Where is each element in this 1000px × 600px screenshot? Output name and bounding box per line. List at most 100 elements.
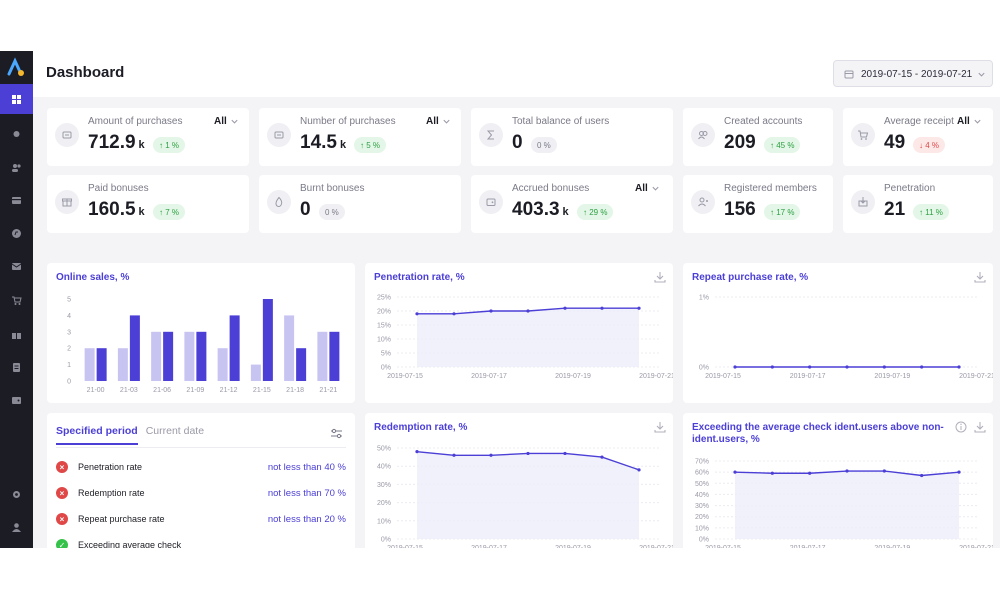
- data-point[interactable]: [733, 365, 737, 369]
- data-point[interactable]: [452, 312, 456, 316]
- bar[interactable]: [229, 315, 240, 381]
- data-point[interactable]: [563, 306, 567, 310]
- data-point[interactable]: [882, 469, 886, 473]
- data-point[interactable]: [882, 365, 886, 369]
- bar[interactable]: [151, 331, 162, 381]
- trend-badge: ↑ 1 %: [153, 137, 186, 153]
- sidebar-item-users[interactable]: [0, 152, 33, 182]
- download-icon[interactable]: [654, 421, 666, 433]
- period-select[interactable]: All: [214, 116, 239, 127]
- bar[interactable]: [163, 331, 174, 381]
- data-point[interactable]: [845, 469, 849, 473]
- bar[interactable]: [262, 299, 273, 381]
- data-point[interactable]: [600, 306, 604, 310]
- sidebar-item-compass[interactable]: [0, 218, 33, 248]
- tab-current-date[interactable]: Current date: [145, 425, 205, 437]
- sidebar-item-card[interactable]: [0, 185, 33, 215]
- period-select[interactable]: All: [426, 116, 451, 127]
- bar[interactable]: [317, 331, 328, 381]
- series-area: [417, 451, 639, 539]
- data-point[interactable]: [920, 365, 924, 369]
- kpi-number: 209: [724, 132, 756, 153]
- data-point[interactable]: [415, 312, 419, 316]
- kpi-icon-circle: [55, 190, 79, 214]
- data-point[interactable]: [600, 455, 604, 459]
- repeat-purchase-chart: 0% 1% 2019-07-15 2019-07-17 2019-07-19 2019-0…: [699, 295, 993, 381]
- data-point[interactable]: [770, 365, 774, 369]
- sidebar-item-wallet[interactable]: [0, 385, 33, 415]
- panel-title: Penetration rate, %: [374, 272, 465, 283]
- bar[interactable]: [250, 364, 261, 381]
- y-tick-label: 20%: [377, 309, 391, 316]
- condition-row: ✓ Exceeding average check: [56, 535, 346, 548]
- calendar-icon: [844, 70, 854, 79]
- period-select[interactable]: All: [957, 116, 982, 127]
- download-icon[interactable]: [974, 421, 986, 433]
- kpi-card-registered-members: Registered members 156 ↑ 17 %: [683, 175, 833, 233]
- data-point[interactable]: [733, 470, 737, 474]
- wallet-icon: [12, 396, 21, 404]
- bar[interactable]: [284, 315, 295, 381]
- bar[interactable]: [296, 348, 307, 381]
- online-sales-panel: Online sales, % 0 1 2 3 4 5 21-00 21-03 21-06 21-…: [47, 263, 355, 403]
- layout-grid-icon: [12, 94, 21, 104]
- sidebar-item-gift[interactable]: [0, 319, 33, 349]
- penetration-rate-panel: Penetration rate, % 0% 5% 10% 15% 20% 25% 2019…: [365, 263, 673, 403]
- data-point[interactable]: [489, 309, 493, 313]
- data-point[interactable]: [563, 451, 567, 456]
- sidebar-item-cart[interactable]: [0, 285, 33, 315]
- bar[interactable]: [196, 331, 207, 381]
- x-tick-label: 21-18: [286, 387, 304, 394]
- data-point[interactable]: [489, 453, 493, 457]
- receipt-icon: [274, 131, 284, 139]
- card-icon: [12, 196, 21, 204]
- info-icon[interactable]: [955, 421, 967, 433]
- data-point[interactable]: [808, 365, 812, 369]
- bar[interactable]: [117, 348, 128, 381]
- data-point[interactable]: [452, 453, 456, 457]
- date-range-picker[interactable]: 2019-07-15 - 2019-07-21: [833, 60, 993, 87]
- y-tick-label: 10%: [377, 337, 391, 344]
- bar[interactable]: [129, 315, 140, 381]
- data-point[interactable]: [526, 309, 530, 313]
- data-point[interactable]: [808, 471, 812, 475]
- exceeding-check-chart: 0% 10% 20% 30% 40% 50% 60% 70% 2019-07-15 2019-07…: [695, 459, 993, 549]
- y-tick-label: 3: [67, 329, 71, 336]
- users-icon: [12, 163, 21, 172]
- kpi-card-amount-of-purchases: Amount of purchases 712.9 k ↑ 1 % All: [47, 108, 249, 166]
- data-point[interactable]: [415, 450, 419, 454]
- data-point[interactable]: [957, 365, 961, 369]
- kpi-label: Amount of purchases: [88, 116, 183, 127]
- kpi-number: 0: [512, 132, 523, 153]
- condition-threshold: not less than 70 %: [267, 487, 346, 499]
- bar[interactable]: [329, 331, 340, 381]
- bar[interactable]: [184, 331, 195, 381]
- data-point[interactable]: [526, 451, 530, 456]
- sidebar-item-mail[interactable]: [0, 251, 33, 281]
- download-icon[interactable]: [974, 271, 986, 283]
- data-point[interactable]: [770, 471, 774, 475]
- sidebar-item-layout-grid[interactable]: [0, 84, 33, 114]
- bar[interactable]: [96, 348, 107, 381]
- sidebar-item-document[interactable]: [0, 352, 33, 382]
- data-point[interactable]: [845, 365, 849, 369]
- kpi-label: Burnt bonuses: [300, 183, 365, 194]
- bar[interactable]: [84, 348, 95, 381]
- kpi-number: 49: [884, 132, 906, 153]
- x-tick-label: 21-09: [186, 387, 204, 394]
- download-icon[interactable]: [654, 271, 666, 283]
- period-select[interactable]: All: [635, 183, 660, 194]
- x-tick-label: 2019-07-15: [705, 545, 741, 548]
- data-point[interactable]: [637, 306, 641, 310]
- data-point[interactable]: [920, 473, 924, 478]
- tab-specified-period[interactable]: Specified period: [56, 425, 138, 445]
- cart-icon: [12, 296, 22, 305]
- sidebar-item-location[interactable]: [0, 119, 33, 149]
- sidebar-item-user[interactable]: [0, 512, 33, 542]
- data-point[interactable]: [637, 468, 641, 472]
- bar[interactable]: [217, 348, 228, 381]
- data-point[interactable]: [957, 470, 961, 474]
- filter-settings-icon[interactable]: [330, 427, 343, 440]
- sidebar-item-settings[interactable]: [0, 479, 33, 509]
- panel-title: Repeat purchase rate, %: [692, 272, 809, 283]
